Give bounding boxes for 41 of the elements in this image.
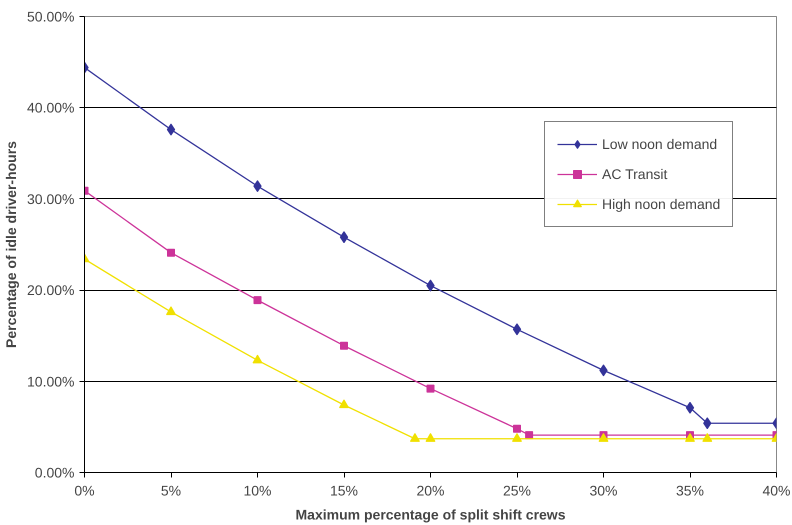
x-tick-label: 5%: [160, 482, 182, 498]
x-tick-label: 15%: [330, 482, 358, 498]
x-tick-label: 0%: [74, 482, 95, 498]
point: [512, 323, 522, 336]
point: [513, 424, 521, 433]
x-tick-label: 25%: [502, 482, 532, 498]
point: [254, 296, 262, 304]
point: [253, 180, 262, 192]
point: [166, 306, 176, 316]
x-tick-label: 35%: [676, 482, 704, 498]
x-tick-label: 20%: [416, 482, 445, 498]
x-axis-title: Maximum percentage of split shift crews: [296, 506, 566, 522]
y-tick-label: 30.00%: [27, 190, 74, 207]
x-tick-label: 10%: [243, 482, 272, 498]
point: [702, 433, 712, 442]
x-tick-label: 40%: [762, 482, 791, 498]
y-tick-label: 0.00%: [34, 464, 75, 480]
point: [426, 433, 436, 442]
point: [339, 399, 349, 408]
point: [167, 248, 175, 257]
point: [340, 342, 348, 350]
legend-label: Low noon demand: [602, 136, 718, 152]
point: [599, 364, 608, 376]
x-tick-label: 30%: [589, 482, 618, 498]
y-axis-title: Percentage of idle driver-hours: [3, 140, 20, 348]
y-tick-label: 40.00%: [27, 100, 74, 116]
point: [686, 402, 694, 414]
point: [426, 280, 435, 292]
legend-label: AC Transit: [602, 166, 668, 182]
point: [252, 354, 262, 364]
point: [426, 384, 434, 393]
point: [598, 433, 608, 442]
y-tick-label: 50.00%: [27, 8, 74, 24]
y-tick-label: 10.00%: [27, 373, 74, 390]
point: [340, 231, 348, 244]
point: [166, 124, 176, 136]
point: [410, 433, 420, 442]
point: [685, 433, 695, 442]
point: [512, 433, 522, 442]
y-tick-label: 20.00%: [27, 282, 74, 298]
legend-label: High noon demand: [602, 196, 720, 212]
